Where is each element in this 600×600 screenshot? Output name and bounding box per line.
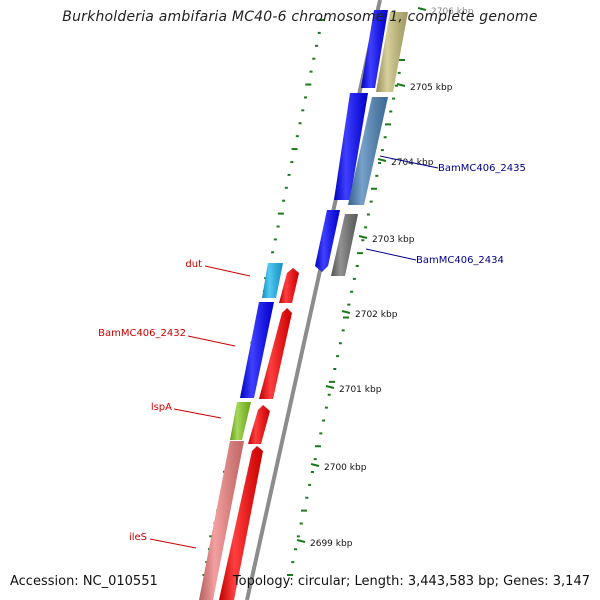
tick-mark — [341, 310, 351, 314]
tick-mark — [296, 539, 306, 543]
gene-blue-a — [361, 10, 388, 88]
gene-blue-b — [334, 93, 368, 200]
tick-label: 2701 kbp — [339, 385, 382, 395]
gene-red-dut — [279, 268, 299, 303]
tick-label: 2706 kbp — [431, 7, 474, 17]
label-leader-line — [149, 538, 197, 549]
topology-summary: Topology: circular; Length: 3,443,583 bp… — [232, 574, 590, 589]
tick-label: 2703 kbp — [372, 235, 415, 245]
backbone-line — [245, 0, 382, 600]
gene-label: lspA — [151, 402, 172, 413]
tick-label: 2699 kbp — [310, 539, 353, 549]
gene-label: BamMC406_2435 — [438, 163, 526, 174]
gene-red-2432 — [259, 308, 292, 399]
tick-mark — [417, 7, 427, 11]
gene-label: BamMC406_2432 — [98, 328, 186, 339]
tick-label: 2705 kbp — [410, 83, 453, 93]
tick-mark — [377, 158, 387, 162]
gene-label: dut — [185, 259, 202, 270]
label-leader-line — [204, 265, 251, 277]
gc-track-outer — [287, 59, 405, 576]
label-leader-line — [173, 408, 222, 419]
gene-blue-c — [315, 210, 340, 272]
gene-red-ileS — [219, 446, 263, 600]
tick-mark — [358, 235, 368, 239]
gene-khaki — [376, 12, 408, 92]
label-leader-line — [187, 335, 236, 347]
map-title: Burkholderia ambifaria MC40-6 chromosome… — [62, 9, 538, 25]
gene-grey — [331, 214, 358, 276]
gene-label: ileS — [129, 532, 147, 543]
gene-red-lspA — [248, 405, 270, 444]
tick-mark — [325, 385, 335, 389]
tick-label: 2700 kbp — [324, 463, 367, 473]
gene-labels: dut BamMC406_2432 lspA ileS BamMC406_2435 Bam… — [98, 155, 526, 549]
gene-pink — [199, 441, 244, 600]
gene-cyan — [262, 263, 283, 298]
tick-mark — [396, 83, 406, 87]
tick-mark — [310, 463, 320, 467]
accession-text: Accession: NC_010551 — [10, 574, 158, 589]
tick-label: 2702 kbp — [355, 310, 398, 320]
gene-label: BamMC406_2434 — [416, 255, 504, 266]
gene-track — [199, 10, 408, 600]
label-leader-line — [379, 155, 439, 169]
label-leader-line — [365, 248, 417, 261]
gene-blue-2432 — [240, 302, 274, 398]
gene-green — [230, 402, 251, 440]
gene-steelblue — [348, 97, 388, 205]
